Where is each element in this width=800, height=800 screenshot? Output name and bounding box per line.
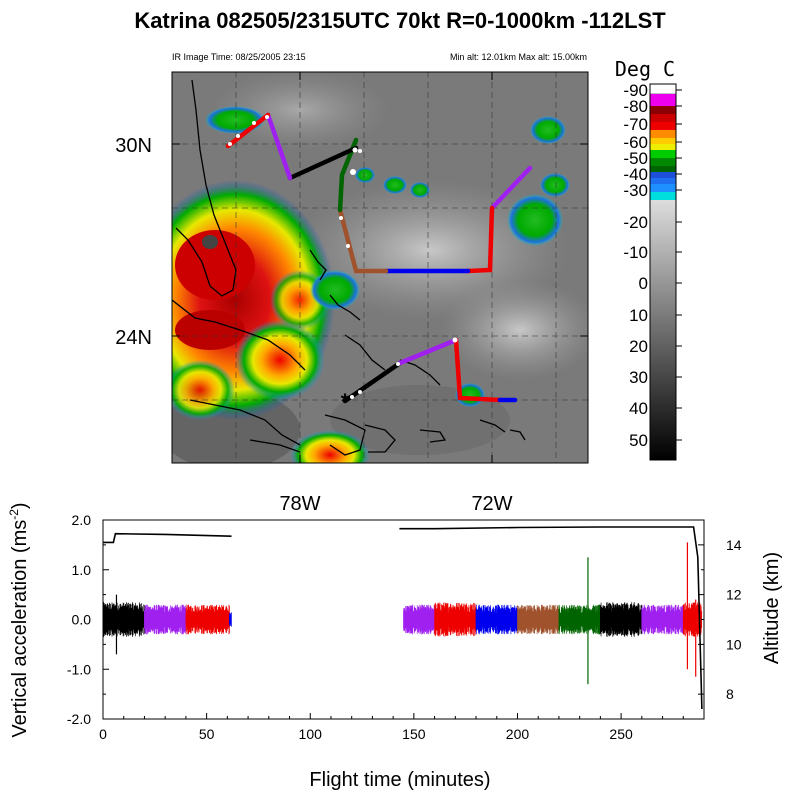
track-segment-purple-start <box>397 337 459 366</box>
x-axis-label: Flight time (minutes) <box>309 769 490 791</box>
ir-time-label: IR Image Time: 08/25/2005 23:15 <box>172 52 306 62</box>
y-tick-label: 0.0 <box>72 612 92 628</box>
lat-label-24n: 24N <box>115 327 152 349</box>
y-axis-label: Vertical acceleration (ms-2) <box>7 502 31 737</box>
acceleration-trace-1 <box>144 604 187 635</box>
acceleration-trace-10 <box>641 604 684 635</box>
y-tick-label: 1.0 <box>72 562 92 578</box>
colorbar-label: 20 <box>629 337 648 356</box>
track-segment-red-east <box>465 205 495 274</box>
satellite-map: * 30N 24N 78W 72W <box>115 71 589 515</box>
colorbar-label: -10 <box>623 243 648 262</box>
colorbar-label: -80 <box>623 97 648 116</box>
acceleration-trace-4 <box>403 604 435 635</box>
acceleration-trace-2 <box>185 604 230 635</box>
track-segment-red-start <box>453 337 503 403</box>
x-tick-label: 100 <box>299 726 323 742</box>
y-tick-label: -1.0 <box>67 661 91 677</box>
acceleration-trace-0 <box>102 602 145 637</box>
colorbar-label: -40 <box>623 165 648 184</box>
track-segment-purple-north <box>265 112 293 181</box>
y2-tick-label: 10 <box>726 636 742 652</box>
x-tick-label: 150 <box>402 726 426 742</box>
colorbar-label: 50 <box>629 431 648 450</box>
map-gridlines <box>172 72 588 463</box>
dropsonde-points <box>228 115 458 399</box>
colorbar-label: -70 <box>623 115 648 134</box>
altitude-line-0 <box>103 532 232 544</box>
colorbar-label: 10 <box>629 306 648 325</box>
track-segment-purple-east <box>489 165 533 211</box>
colorbar-title: Deg C <box>615 57 675 81</box>
altitude-range-label: Min alt: 12.01km Max alt: 15.00km <box>450 52 587 62</box>
acceleration-trace-5 <box>434 602 477 637</box>
storm-center-marker: * <box>341 389 350 414</box>
figure-title: Katrina 082505/2315UTC 70kt R=0-1000km -… <box>134 8 666 33</box>
y2-axis-label: Altitude (km) <box>761 552 783 664</box>
track-segment-red-north <box>225 112 271 149</box>
acceleration-trace-9 <box>600 602 643 637</box>
colorbar-label: -20 <box>623 213 648 232</box>
acceleration-altitude-chart: 0 50 100 150 200 2502.01.00.0-1.0-2.08101214 … <box>7 502 783 791</box>
y2-tick-label: 14 <box>726 537 742 553</box>
lon-label-72w: 72W <box>471 493 512 515</box>
x-tick-label: 50 <box>199 726 215 742</box>
y-tick-label: -2.0 <box>67 711 91 727</box>
x-tick-label: 250 <box>609 726 633 742</box>
y2-tick-label: 12 <box>726 587 742 603</box>
colorbar-label: -60 <box>623 133 648 152</box>
acceleration-trace-3 <box>229 612 232 627</box>
colorbar-label: -30 <box>623 181 648 200</box>
acceleration-trace-8 <box>558 604 601 635</box>
acceleration-trace-6 <box>475 604 518 635</box>
y-tick-label: 2.0 <box>72 512 92 528</box>
altitude-line-1 <box>399 526 703 710</box>
track-segment-black-start <box>342 360 403 404</box>
flight-track <box>225 112 533 404</box>
track-segment-black-north <box>287 145 359 181</box>
colorbar-label: -50 <box>623 149 648 168</box>
temperature-colorbar: Deg C -90-80-70-60-50-40-30 -20 -10 0 10 20 30… <box>615 57 682 461</box>
x-tick-label: 200 <box>506 726 530 742</box>
lon-label-78w: 78W <box>279 493 320 515</box>
acceleration-trace-7 <box>517 604 560 635</box>
map-ticks <box>172 72 588 463</box>
coastlines <box>172 79 526 456</box>
colorbar-label: 30 <box>629 368 648 387</box>
colorbar-label: -90 <box>623 81 648 100</box>
track-segment-brown <box>337 207 389 274</box>
x-tick-label: 0 <box>99 726 107 742</box>
y2-tick-label: 8 <box>726 686 734 702</box>
colorbar-label: 0 <box>639 274 648 293</box>
lat-label-30n: 30N <box>115 135 152 157</box>
colorbar-label: 40 <box>629 399 648 418</box>
